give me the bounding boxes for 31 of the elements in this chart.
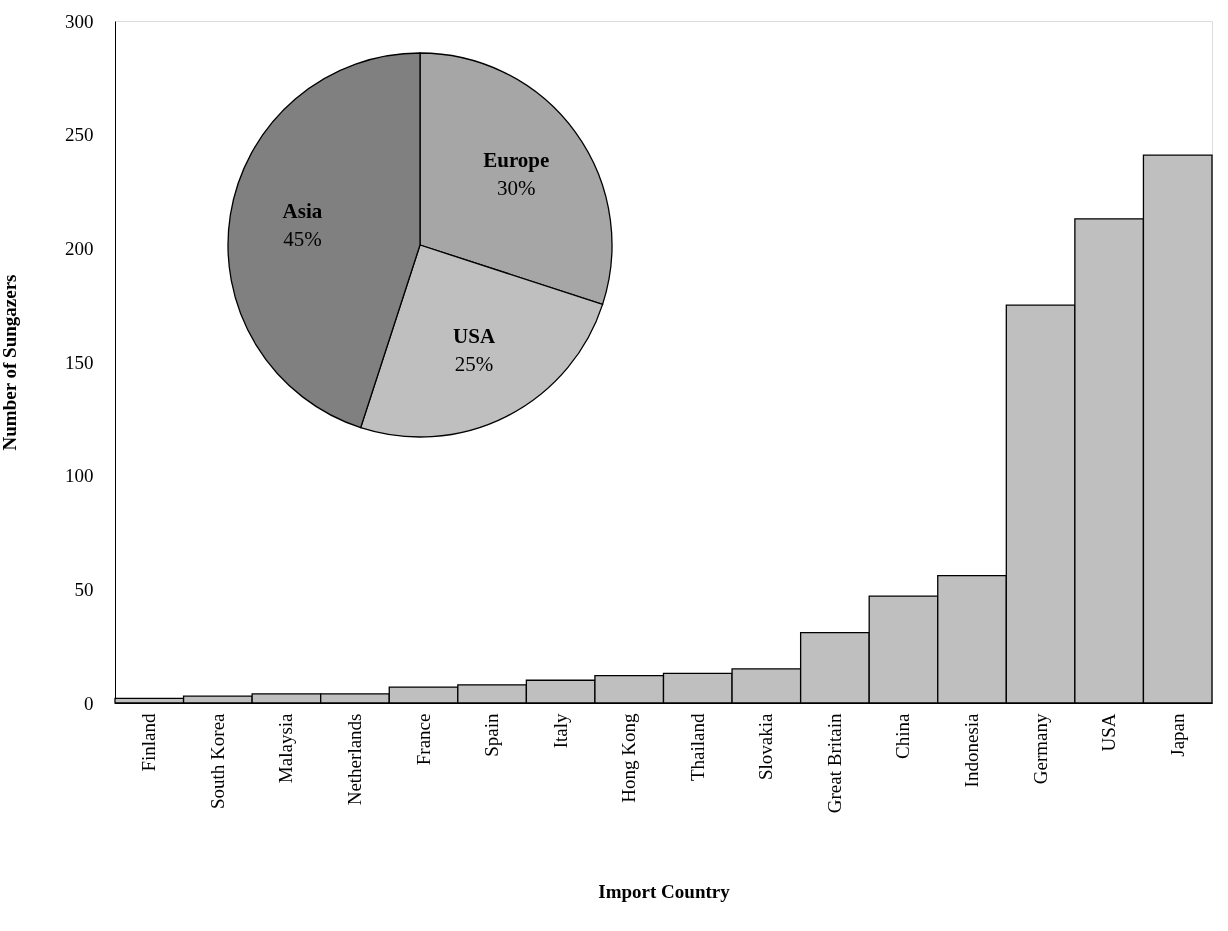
x-tick-label: Japan: [1166, 713, 1188, 757]
x-tick-label: Great Britain: [823, 713, 845, 814]
x-tick-label: Finland: [138, 713, 160, 772]
slice-label: Asia: [282, 199, 323, 224]
y-tick-label: 50: [74, 578, 94, 600]
x-tick-label: Hong Kong: [618, 713, 640, 803]
y-tick-label: 250: [65, 124, 94, 146]
data-label: 45%: [283, 227, 322, 252]
x-tick-label: Netherlands: [343, 713, 365, 806]
y-tick-label: 0: [84, 692, 94, 714]
x-tick-label: USA: [1098, 713, 1120, 752]
slice-label: USA: [453, 324, 496, 349]
y-axis-title: Number of Sungazers: [0, 274, 20, 451]
x-tick-label: China: [892, 712, 914, 759]
x-axis-title: Import Country: [598, 881, 731, 903]
data-label: 30%: [497, 176, 536, 201]
y-tick-label: 100: [65, 465, 94, 487]
x-tick-label: Italy: [549, 713, 571, 749]
x-tick-label: Thailand: [686, 713, 708, 782]
x-tick-label: South Korea: [206, 712, 228, 810]
x-tick-label: Indonesia: [961, 712, 983, 788]
x-tick-label: Malaysia: [275, 712, 297, 784]
x-tick-label: Germany: [1029, 713, 1051, 785]
y-tick-label: 150: [65, 351, 94, 373]
x-tick-label: Slovakia: [755, 712, 777, 780]
y-tick-label: 300: [65, 10, 94, 32]
slice-label: Europe: [483, 148, 550, 173]
data-label: 25%: [454, 352, 494, 377]
x-tick-label: Spain: [481, 713, 503, 757]
x-tick-label: France: [412, 713, 434, 766]
y-tick-label: 200: [65, 237, 94, 259]
